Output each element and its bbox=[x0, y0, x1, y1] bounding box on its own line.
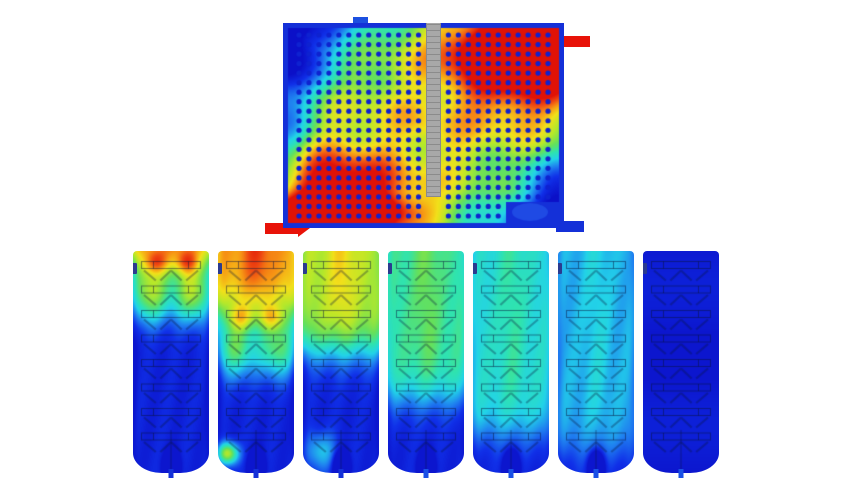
vertical-section-series bbox=[133, 251, 719, 478]
section-bottom-nozzle bbox=[678, 469, 684, 478]
section-bottom-nozzle bbox=[338, 469, 344, 478]
section-bottom-nozzle bbox=[593, 469, 599, 478]
section-t6 bbox=[558, 251, 634, 478]
section-internal-geometry bbox=[303, 251, 379, 473]
section-bottom-nozzle bbox=[168, 469, 174, 478]
dimpled-plate-contour bbox=[283, 23, 564, 228]
section-side-tab bbox=[133, 263, 137, 274]
section-side-tab bbox=[303, 263, 307, 274]
section-body bbox=[388, 251, 464, 473]
outlet-port-right-bottom bbox=[556, 221, 584, 232]
section-internal-geometry bbox=[643, 251, 719, 473]
inlet-port-right-top bbox=[560, 36, 590, 47]
section-body bbox=[303, 251, 379, 473]
section-body bbox=[473, 251, 549, 473]
section-internal-geometry bbox=[133, 251, 209, 473]
section-internal-geometry bbox=[558, 251, 634, 473]
section-t7 bbox=[643, 251, 719, 478]
section-internal-geometry bbox=[218, 251, 294, 473]
plate-top-tab bbox=[353, 17, 368, 28]
dimple-array bbox=[283, 23, 564, 228]
section-t3 bbox=[303, 251, 379, 478]
section-internal-geometry bbox=[473, 251, 549, 473]
section-t2 bbox=[218, 251, 294, 478]
section-side-tab bbox=[218, 263, 222, 274]
section-body bbox=[643, 251, 719, 473]
section-side-tab bbox=[558, 263, 562, 274]
section-side-tab bbox=[388, 263, 392, 274]
section-bottom-nozzle bbox=[253, 469, 259, 478]
section-bottom-nozzle bbox=[423, 469, 429, 478]
section-body bbox=[218, 251, 294, 473]
section-side-tab bbox=[473, 263, 477, 274]
center-baffle-bar bbox=[426, 23, 441, 197]
inlet-port-left-bottom bbox=[265, 223, 299, 234]
section-side-tab bbox=[643, 263, 647, 274]
section-t4 bbox=[388, 251, 464, 478]
top-plate-assembly bbox=[0, 0, 850, 240]
section-bottom-nozzle bbox=[508, 469, 514, 478]
section-internal-geometry bbox=[388, 251, 464, 473]
section-body bbox=[558, 251, 634, 473]
section-t5 bbox=[473, 251, 549, 478]
section-body bbox=[133, 251, 209, 473]
section-t1 bbox=[133, 251, 209, 478]
